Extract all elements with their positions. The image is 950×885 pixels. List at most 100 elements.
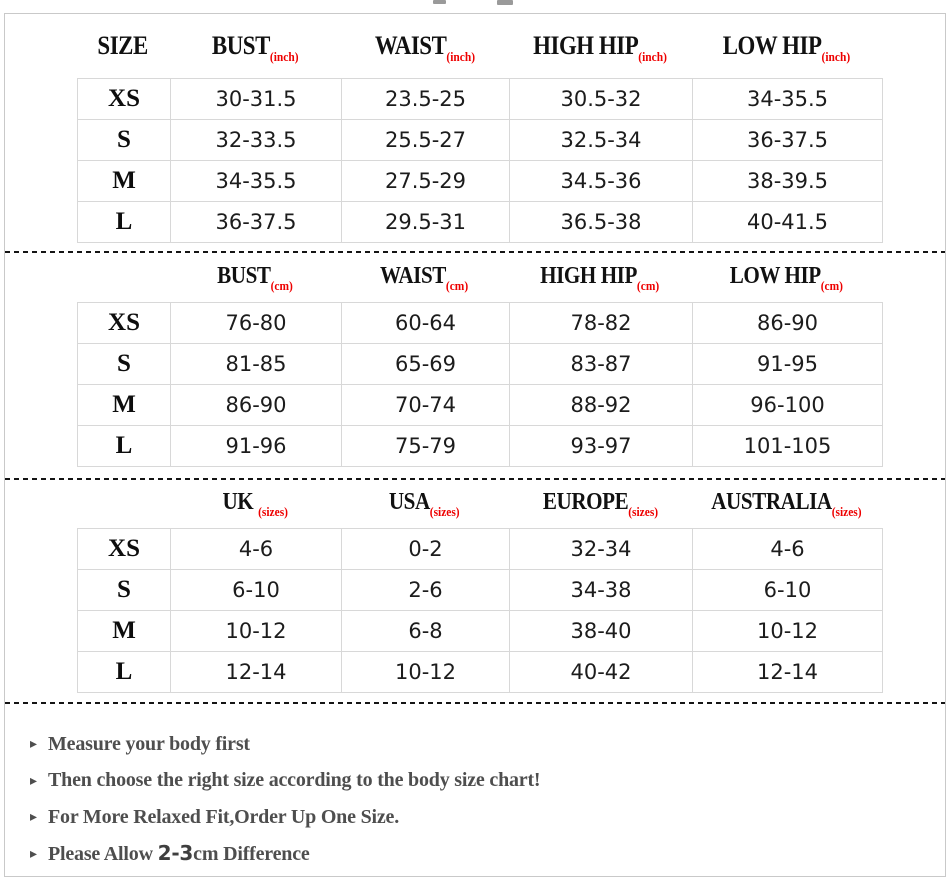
column-header-lowhip-cm: LOW HIP(cm) bbox=[729, 262, 844, 293]
value-cell: 38-40 bbox=[510, 611, 692, 651]
size-cell: M bbox=[78, 611, 170, 651]
note-text: Measure your body first bbox=[48, 732, 250, 755]
value-cell: 75-79 bbox=[342, 426, 509, 466]
value-cell: 10-12 bbox=[171, 611, 341, 651]
size-cell: XS bbox=[78, 79, 170, 119]
size-cell: XS bbox=[78, 529, 170, 569]
value-cell: 6-8 bbox=[342, 611, 509, 651]
value-cell: 34-38 bbox=[510, 570, 692, 610]
triangle-bullet-icon: ▸ bbox=[30, 845, 38, 862]
value-cell: 70-74 bbox=[342, 385, 509, 425]
value-cell: 91-95 bbox=[693, 344, 882, 384]
value-cell: 29.5-31 bbox=[342, 202, 509, 242]
column-header-usa: USA(sizes) bbox=[389, 488, 460, 519]
note-text: Then choose the right size according to … bbox=[48, 769, 541, 792]
note-item: ▸ For More Relaxed Fit,Order Up One Size… bbox=[30, 799, 910, 836]
value-cell: 86-90 bbox=[171, 385, 341, 425]
column-header-waist-inch: WAIST(inch) bbox=[374, 31, 475, 64]
column-header-uk: UK (sizes) bbox=[222, 488, 288, 519]
value-cell: 30-31.5 bbox=[171, 79, 341, 119]
value-cell: 93-97 bbox=[510, 426, 692, 466]
value-cell: 86-90 bbox=[693, 303, 882, 343]
note-item: ▸ Please Allow 2-3cm Difference bbox=[30, 836, 910, 873]
value-cell: 36-37.5 bbox=[171, 202, 341, 242]
cropped-title-fragment bbox=[497, 0, 513, 5]
column-header-bust-cm: BUST(cm) bbox=[217, 262, 293, 293]
note-item: ▸ Then choose the right size according t… bbox=[30, 763, 910, 800]
note-item: ▸ Measure your body first bbox=[30, 726, 910, 763]
column-header-size: SIZE bbox=[97, 31, 149, 60]
tolerance-value: 2-3 bbox=[157, 841, 194, 866]
value-cell: 101-105 bbox=[693, 426, 882, 466]
dashed-divider bbox=[5, 478, 945, 480]
value-cell: 32-34 bbox=[510, 529, 692, 569]
value-cell: 6-10 bbox=[693, 570, 882, 610]
size-cell: XS bbox=[78, 303, 170, 343]
size-cell: L bbox=[78, 202, 170, 242]
notes-list: ▸ Measure your body first ▸ Then choose … bbox=[30, 726, 910, 872]
value-cell: 36-37.5 bbox=[693, 120, 882, 160]
value-cell: 96-100 bbox=[693, 385, 882, 425]
size-cell: L bbox=[78, 426, 170, 466]
value-cell: 27.5-29 bbox=[342, 161, 509, 201]
column-header-empty bbox=[77, 495, 169, 514]
size-cell: L bbox=[78, 652, 170, 692]
column-header-lowhip-inch: LOW HIP(inch) bbox=[722, 31, 851, 64]
value-cell: 25.5-27 bbox=[342, 120, 509, 160]
value-cell: 40-42 bbox=[510, 652, 692, 692]
column-header-empty bbox=[77, 269, 169, 288]
note-text: Please Allow 2-3cm Difference bbox=[48, 841, 310, 866]
size-cell: M bbox=[78, 385, 170, 425]
column-header-highhip-cm: HIGH HIP(cm) bbox=[540, 262, 660, 293]
size-table-cm: XS 76-80 60-64 78-82 86-90 S 81-85 65-69… bbox=[77, 302, 883, 467]
value-cell: 32-33.5 bbox=[171, 120, 341, 160]
value-cell: 23.5-25 bbox=[342, 79, 509, 119]
size-cell: S bbox=[78, 120, 170, 160]
value-cell: 34.5-36 bbox=[510, 161, 692, 201]
value-cell: 34-35.5 bbox=[693, 79, 882, 119]
value-cell: 4-6 bbox=[693, 529, 882, 569]
value-cell: 0-2 bbox=[342, 529, 509, 569]
value-cell: 65-69 bbox=[342, 344, 509, 384]
value-cell: 30.5-32 bbox=[510, 79, 692, 119]
value-cell: 2-6 bbox=[342, 570, 509, 610]
header-row-cm: BUST(cm) WAIST(cm) HIGH HIP(cm) LOW HIP(… bbox=[77, 256, 881, 300]
cropped-title-fragment bbox=[433, 0, 446, 4]
size-table-regions: XS 4-6 0-2 32-34 4-6 S 6-10 2-6 34-38 6-… bbox=[77, 528, 883, 693]
value-cell: 60-64 bbox=[342, 303, 509, 343]
value-cell: 76-80 bbox=[171, 303, 341, 343]
column-header-waist-cm: WAIST(cm) bbox=[380, 262, 469, 293]
column-header-highhip-inch: HIGH HIP(inch) bbox=[533, 31, 667, 64]
value-cell: 12-14 bbox=[171, 652, 341, 692]
value-cell: 36.5-38 bbox=[510, 202, 692, 242]
value-cell: 32.5-34 bbox=[510, 120, 692, 160]
triangle-bullet-icon: ▸ bbox=[30, 736, 38, 753]
size-cell: S bbox=[78, 570, 170, 610]
value-cell: 83-87 bbox=[510, 344, 692, 384]
dashed-divider bbox=[5, 251, 945, 253]
size-table-inches: XS 30-31.5 23.5-25 30.5-32 34-35.5 S 32-… bbox=[77, 78, 883, 243]
dashed-divider bbox=[5, 702, 945, 704]
triangle-bullet-icon: ▸ bbox=[30, 809, 38, 826]
value-cell: 38-39.5 bbox=[693, 161, 882, 201]
value-cell: 34-35.5 bbox=[171, 161, 341, 201]
header-row-inches: SIZE BUST(inch) WAIST(inch) HIGH HIP(inc… bbox=[77, 26, 881, 70]
value-cell: 40-41.5 bbox=[693, 202, 882, 242]
size-cell: S bbox=[78, 344, 170, 384]
column-header-europe: EUROPE(sizes) bbox=[542, 488, 658, 519]
value-cell: 6-10 bbox=[171, 570, 341, 610]
value-cell: 10-12 bbox=[693, 611, 882, 651]
triangle-bullet-icon: ▸ bbox=[30, 772, 38, 789]
column-header-bust-inch: BUST(inch) bbox=[211, 31, 299, 64]
value-cell: 10-12 bbox=[342, 652, 509, 692]
value-cell: 91-96 bbox=[171, 426, 341, 466]
value-cell: 12-14 bbox=[693, 652, 882, 692]
value-cell: 88-92 bbox=[510, 385, 692, 425]
value-cell: 4-6 bbox=[171, 529, 341, 569]
header-row-regions: UK (sizes) USA(sizes) EUROPE(sizes) AUST… bbox=[77, 482, 881, 526]
value-cell: 78-82 bbox=[510, 303, 692, 343]
size-cell: M bbox=[78, 161, 170, 201]
note-text: For More Relaxed Fit,Order Up One Size. bbox=[48, 805, 400, 828]
value-cell: 81-85 bbox=[171, 344, 341, 384]
column-header-australia: AUSTRALIA(sizes) bbox=[711, 488, 862, 519]
